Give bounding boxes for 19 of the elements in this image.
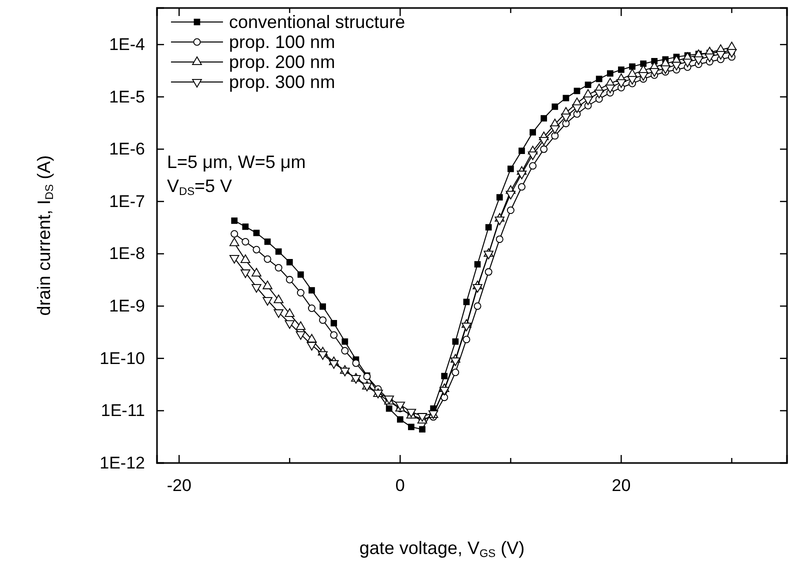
y-tick-label: 1E-8 — [109, 244, 145, 264]
x-tick-label: 20 — [612, 476, 631, 496]
annotation: L=5 μm, W=5 μm — [167, 152, 306, 172]
legend-label: prop. 300 nm — [229, 72, 336, 92]
legend-label: prop. 100 nm — [229, 32, 336, 52]
annotation: V$_{DS}$=5 V — [167, 176, 232, 198]
y-tick-label: 1E-4 — [109, 35, 145, 54]
x-tick-label: 0 — [395, 476, 405, 496]
y-tick-label: 1E-9 — [109, 296, 145, 316]
legend-label: conventional structure — [229, 12, 406, 32]
y-tick-label: 1E-5 — [109, 87, 145, 106]
y-tick-label: 1E-10 — [100, 348, 145, 368]
y-tick-label: 1E-12 — [100, 453, 145, 472]
y-tick-label: 1E-6 — [109, 140, 145, 159]
x-axis-title: gate voltage, V$_{GS}$ (V) — [359, 538, 525, 560]
legend-label: prop. 200 nm — [229, 52, 336, 72]
x-tick-label: -20 — [166, 476, 192, 496]
y-tick-label: 1E-7 — [109, 192, 145, 211]
y-tick-label: 1E-11 — [100, 401, 145, 420]
